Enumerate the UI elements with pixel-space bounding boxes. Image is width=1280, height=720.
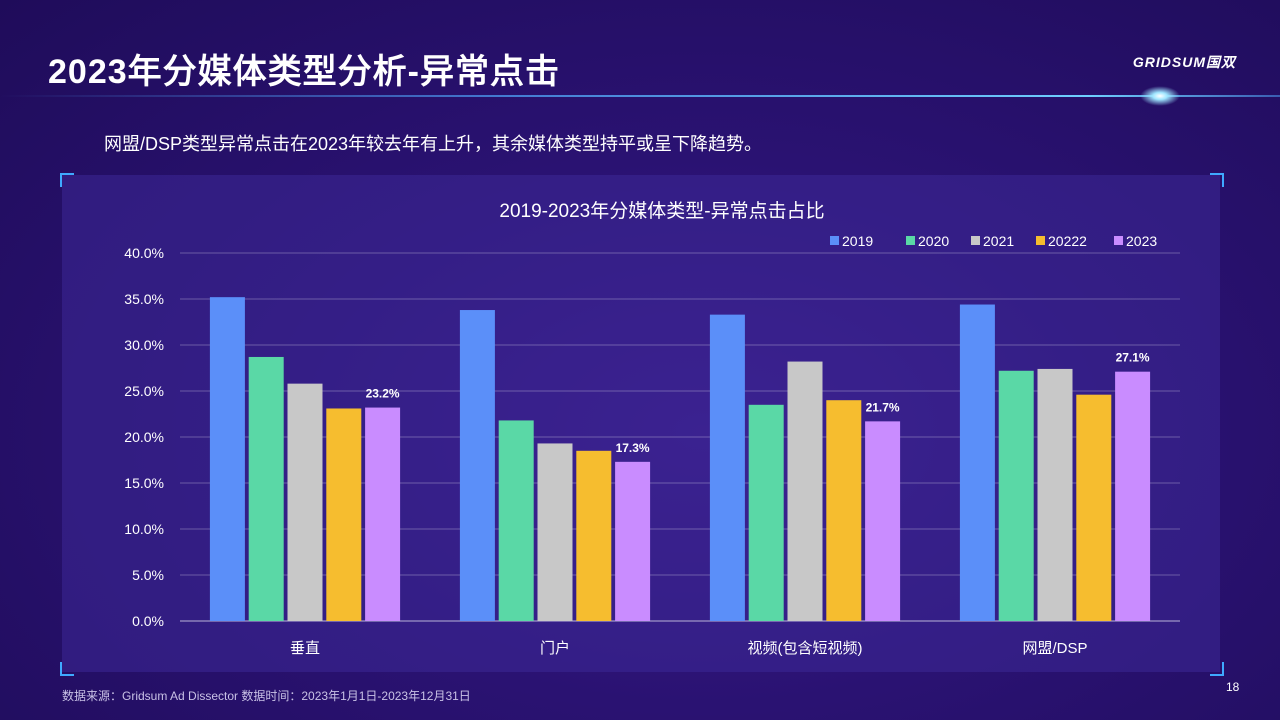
y-tick-label: 25.0%	[124, 383, 164, 399]
legend-swatch-2023	[1114, 236, 1123, 245]
bar-2021	[537, 443, 573, 621]
legend-label: 2023	[1126, 233, 1157, 249]
panel-corner-top-right	[1210, 173, 1224, 187]
bar-2021	[787, 361, 823, 621]
legend-label: 2021	[983, 233, 1014, 249]
divider-glow	[1140, 86, 1180, 106]
bar-2020	[248, 356, 284, 621]
legend-swatch-2019	[830, 236, 839, 245]
panel-corner-bottom-left	[60, 662, 74, 676]
data-source-note: 数据来源：Gridsum Ad Dissector 数据时间：2023年1月1日…	[62, 689, 471, 703]
legend-swatch-2020	[906, 236, 915, 245]
x-category-label: 视频(包含短视频)	[748, 640, 863, 657]
bar-2019	[709, 314, 745, 621]
panel-corner-top-left	[60, 173, 74, 187]
data-label: 27.1%	[1116, 351, 1150, 365]
bar-2019	[209, 297, 245, 621]
y-tick-label: 5.0%	[132, 567, 164, 583]
y-tick-label: 40.0%	[124, 245, 164, 261]
bar-2019	[959, 304, 995, 621]
slide-subtitle: 网盟/DSP类型异常点击在2023年较去年有上升，其余媒体类型持平或呈下降趋势。	[104, 134, 763, 154]
gridsum-logo: GRIDSUM国双	[1132, 54, 1236, 70]
data-label: 23.2%	[366, 387, 400, 401]
y-tick-label: 0.0%	[132, 613, 164, 629]
bar-2023	[1115, 371, 1151, 621]
bar-2020	[998, 370, 1034, 621]
bar-2019	[459, 310, 495, 621]
x-category-label: 垂直	[290, 640, 320, 657]
page-title: 2023年分媒体类型分析-异常点击	[48, 53, 560, 91]
bar-2023	[365, 407, 401, 621]
bar-20222	[576, 450, 612, 621]
x-category-label: 网盟/DSP	[1022, 640, 1087, 657]
y-tick-label: 20.0%	[124, 429, 164, 445]
bar-2023	[615, 461, 651, 621]
bar-20222	[326, 408, 362, 621]
bar-2021	[287, 383, 323, 621]
bar-2021	[1037, 368, 1073, 621]
legend-label: 2019	[842, 233, 873, 249]
chart-title: 2019-2023年分媒体类型-异常点击占比	[499, 200, 824, 222]
y-tick-label: 35.0%	[124, 291, 164, 307]
bar-2023	[865, 421, 901, 621]
legend-label: 20222	[1048, 233, 1087, 249]
header-divider	[0, 95, 1280, 97]
x-category-label: 门户	[540, 640, 570, 657]
data-label: 21.7%	[866, 400, 900, 414]
data-label: 17.3%	[616, 441, 650, 455]
page-number: 18	[1226, 680, 1240, 694]
panel-corner-bottom-right	[1210, 662, 1224, 676]
legend-swatch-2021	[971, 236, 980, 245]
bar-2020	[498, 420, 534, 621]
y-tick-label: 10.0%	[124, 521, 164, 537]
bar-20222	[1076, 394, 1112, 621]
y-tick-label: 30.0%	[124, 337, 164, 353]
bar-2020	[748, 404, 784, 621]
y-tick-label: 15.0%	[124, 475, 164, 491]
legend-label: 2020	[918, 233, 949, 249]
bar-20222	[826, 400, 862, 621]
legend-swatch-20222	[1036, 236, 1045, 245]
